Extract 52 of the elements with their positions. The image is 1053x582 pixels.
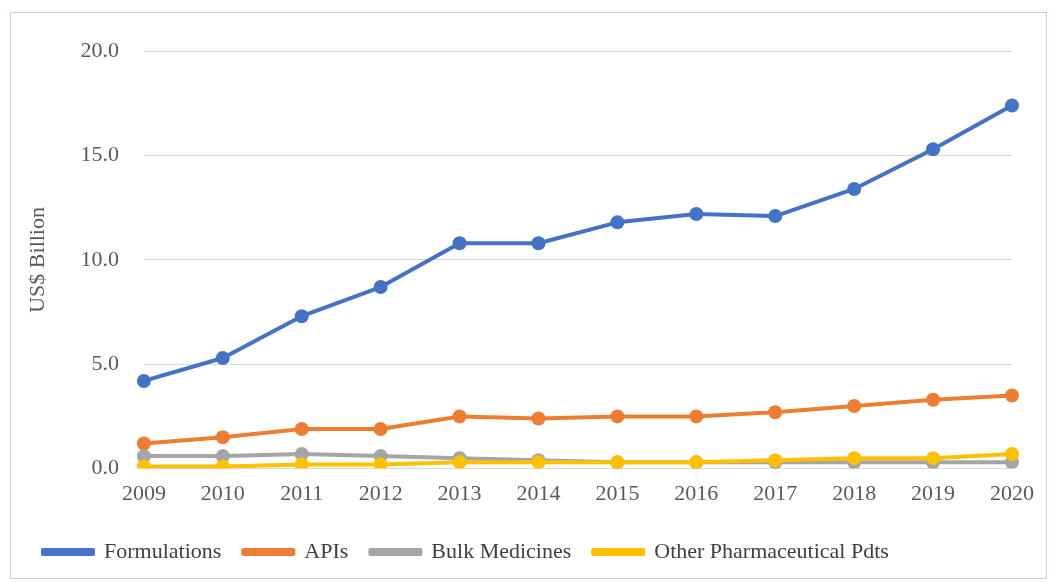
point (294, 309, 309, 324)
point (768, 209, 783, 224)
x-tick-label: 2019 (911, 479, 956, 505)
x-tick-label: 2017 (753, 479, 798, 505)
point (926, 451, 941, 466)
x-tick-label: 2011 (280, 479, 324, 505)
x-tick-label: 2016 (674, 479, 719, 505)
point (689, 409, 704, 424)
y-tick-label: 10.0 (80, 245, 119, 271)
x-tick-label: 2010 (200, 479, 245, 505)
legend-label: Other Pharmaceutical Pdts (654, 537, 889, 563)
point (531, 411, 546, 426)
point (452, 236, 467, 251)
y-axis-title: US$ Billion (23, 207, 49, 313)
point (926, 142, 941, 157)
point (294, 421, 309, 436)
point (1005, 388, 1019, 403)
x-tick-label: 2012 (358, 479, 403, 505)
legend-label: APIs (304, 537, 349, 563)
point (768, 405, 783, 420)
y-tick-label: 0.0 (91, 454, 119, 480)
point (847, 451, 862, 466)
point (136, 373, 151, 388)
y-tick-label: 15.0 (80, 141, 119, 167)
point (689, 206, 704, 221)
point (294, 457, 309, 469)
point (1005, 98, 1019, 113)
x-tick-label: 2013 (437, 479, 482, 505)
x-tick-label: 2009 (121, 479, 166, 505)
x-tick-label: 2014 (516, 479, 561, 505)
x-tick-label: 2015 (595, 479, 640, 505)
point (452, 409, 467, 424)
point (373, 457, 388, 469)
point (373, 421, 388, 436)
point (610, 409, 625, 424)
point (215, 350, 230, 365)
legend-label: Bulk Medicines (431, 537, 572, 563)
point (452, 455, 467, 469)
y-tick-label: 20.0 (80, 36, 119, 62)
point (215, 430, 230, 445)
point (610, 215, 625, 230)
y-tick-label: 5.0 (91, 350, 119, 376)
point (847, 398, 862, 413)
point (847, 181, 862, 196)
legend-label: Formulations (104, 537, 222, 563)
point (1005, 446, 1019, 461)
x-tick-label: 2020 (990, 479, 1034, 505)
point (373, 280, 388, 295)
x-tick-label: 2018 (832, 479, 877, 505)
point (531, 236, 546, 251)
point (926, 392, 941, 407)
point (136, 436, 151, 451)
